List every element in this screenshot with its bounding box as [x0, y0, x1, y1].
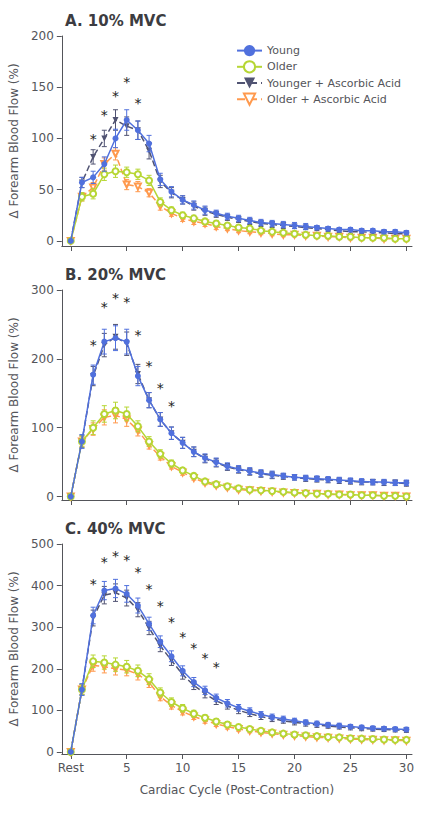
- svg-text:*: *: [90, 131, 97, 147]
- svg-text:*: *: [179, 629, 186, 645]
- svg-text:200: 200: [31, 662, 54, 676]
- svg-text:*: *: [112, 290, 119, 306]
- svg-text:300: 300: [31, 620, 54, 634]
- svg-text:5: 5: [123, 761, 131, 775]
- svg-text:*: *: [90, 337, 97, 353]
- svg-text:*: *: [123, 552, 130, 568]
- svg-text:20: 20: [287, 761, 302, 775]
- svg-text:Δ Forearm Blood Flow (%): Δ Forearm Blood Flow (%): [7, 317, 21, 472]
- svg-text:Cardiac Cycle (Post-Contractio: Cardiac Cycle (Post-Contraction): [140, 783, 334, 797]
- svg-text:Older: Older: [267, 60, 297, 73]
- svg-text:*: *: [213, 659, 220, 675]
- svg-text:*: *: [112, 88, 119, 104]
- svg-text:300: 300: [31, 283, 54, 297]
- svg-text:*: *: [157, 380, 164, 396]
- svg-text:Δ Forearm Blood Flow (%): Δ Forearm Blood Flow (%): [7, 63, 21, 218]
- svg-text:50: 50: [39, 183, 54, 197]
- svg-text:*: *: [157, 598, 164, 614]
- svg-text:*: *: [146, 581, 153, 597]
- svg-text:*: *: [134, 95, 141, 111]
- svg-text:B. 20% MVC: B. 20% MVC: [65, 266, 166, 284]
- svg-text:200: 200: [31, 352, 54, 366]
- svg-text:Older + Ascorbic Acid: Older + Ascorbic Acid: [267, 93, 387, 106]
- svg-text:Rest: Rest: [58, 761, 84, 775]
- svg-text:*: *: [112, 548, 119, 564]
- svg-text:*: *: [134, 564, 141, 580]
- svg-text:*: *: [123, 74, 130, 90]
- svg-text:*: *: [168, 614, 175, 630]
- svg-text:*: *: [123, 294, 130, 310]
- svg-text:150: 150: [31, 80, 54, 94]
- svg-text:100: 100: [31, 131, 54, 145]
- svg-text:0: 0: [46, 490, 54, 504]
- svg-text:30: 30: [399, 761, 414, 775]
- svg-text:Younger + Ascorbic Acid: Younger + Ascorbic Acid: [266, 77, 401, 90]
- svg-text:*: *: [202, 650, 209, 666]
- svg-text:25: 25: [343, 761, 358, 775]
- svg-text:400: 400: [31, 579, 54, 593]
- svg-text:C. 40% MVC: C. 40% MVC: [65, 520, 166, 538]
- svg-text:15: 15: [231, 761, 246, 775]
- svg-text:*: *: [168, 398, 175, 414]
- svg-text:200: 200: [31, 29, 54, 43]
- svg-text:*: *: [101, 554, 108, 570]
- svg-text:0: 0: [46, 745, 54, 759]
- svg-text:100: 100: [31, 421, 54, 435]
- svg-text:0: 0: [46, 234, 54, 248]
- svg-text:*: *: [101, 299, 108, 315]
- svg-text:10: 10: [175, 761, 190, 775]
- svg-text:A. 10% MVC: A. 10% MVC: [65, 12, 166, 30]
- svg-text:*: *: [90, 576, 97, 592]
- svg-text:100: 100: [31, 703, 54, 717]
- svg-text:Δ Forearm Blood Flow (%): Δ Forearm Blood Flow (%): [7, 571, 21, 726]
- svg-text:500: 500: [31, 537, 54, 551]
- svg-text:*: *: [101, 107, 108, 123]
- svg-text:*: *: [146, 358, 153, 374]
- svg-text:*: *: [134, 327, 141, 343]
- svg-text:Young: Young: [266, 44, 300, 57]
- svg-text:*: *: [190, 640, 197, 656]
